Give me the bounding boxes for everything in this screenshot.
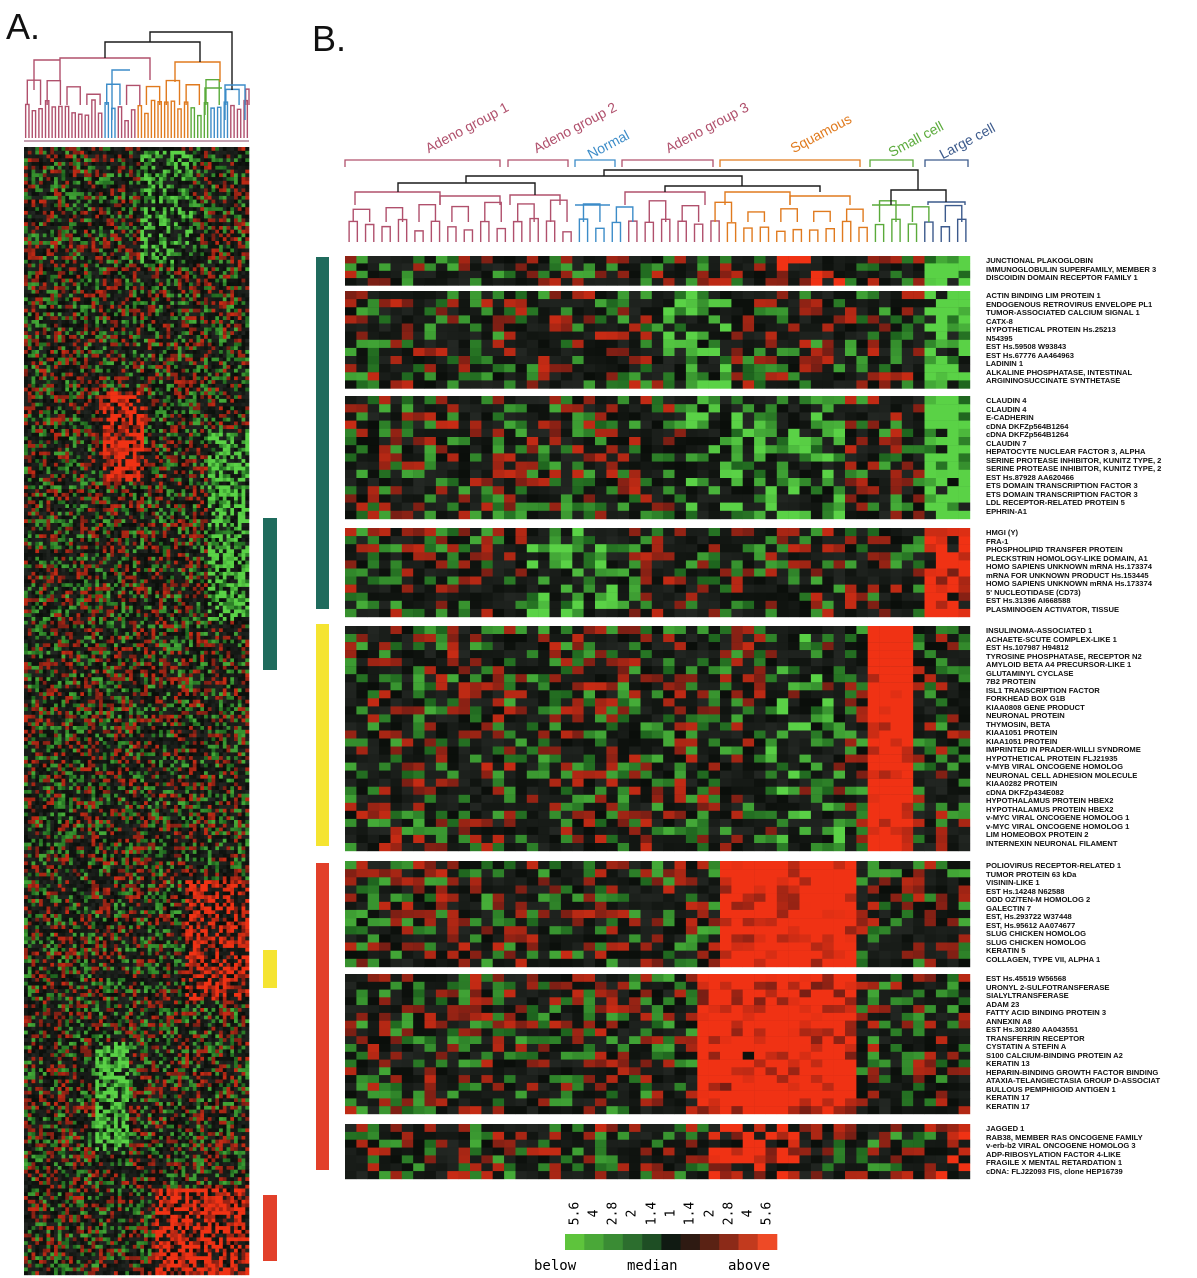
panel-b-red-cluster-bar xyxy=(316,863,329,1170)
panel-b-teal-cluster-bar xyxy=(316,257,329,609)
gene-label: EPHRIN-A1 xyxy=(986,508,1027,517)
panel-a-red-cluster-bar xyxy=(263,1195,277,1261)
legend-tick: 2.8 xyxy=(721,1199,736,1229)
legend-tick: 5.6 xyxy=(760,1199,775,1229)
panel-a-heatmap xyxy=(24,147,249,1275)
legend-tick: 5.6 xyxy=(567,1199,582,1229)
legend-above-label: above xyxy=(728,1258,770,1274)
legend-below-label: below xyxy=(534,1258,576,1274)
gene-label: INTERNEXIN NEURONAL FILAMENT xyxy=(986,840,1118,849)
gene-label: cDNA: FLJ22093 FIS, clone HEP16739 xyxy=(986,1168,1123,1177)
gene-label: KERATIN 17 xyxy=(986,1103,1030,1112)
panel-a-yellow-cluster-bar xyxy=(263,950,277,988)
color-scale-bar xyxy=(565,1234,777,1250)
panel-b-yellow-cluster-bar xyxy=(316,624,329,846)
legend-tick: 2 xyxy=(702,1199,717,1229)
gene-label: ARGININOSUCCINATE SYNTHETASE xyxy=(986,377,1120,386)
gene-label: DISCOIDIN DOMAIN RECEPTOR FAMILY 1 xyxy=(986,274,1138,283)
panel-b-group-brackets xyxy=(345,160,968,167)
panel-b-heatmap xyxy=(345,256,970,1179)
panel-b-dendrogram xyxy=(349,170,966,242)
panel-a-dendrogram xyxy=(24,32,249,141)
legend-tick: 2.8 xyxy=(606,1199,621,1229)
legend-tick: 2 xyxy=(625,1199,640,1229)
panel-a-teal-cluster-bar xyxy=(263,518,277,670)
legend-tick: 1.4 xyxy=(683,1199,698,1229)
gene-label: COLLAGEN, TYPE VII, ALPHA 1 xyxy=(986,956,1100,965)
legend-tick: 4 xyxy=(586,1199,601,1229)
legend-tick: 4 xyxy=(741,1199,756,1229)
legend-median-label: median xyxy=(627,1258,678,1274)
legend-tick: 1.4 xyxy=(644,1199,659,1229)
gene-label: PLASMINOGEN ACTIVATOR, TISSUE xyxy=(986,606,1119,615)
legend-tick: 1 xyxy=(664,1199,679,1229)
